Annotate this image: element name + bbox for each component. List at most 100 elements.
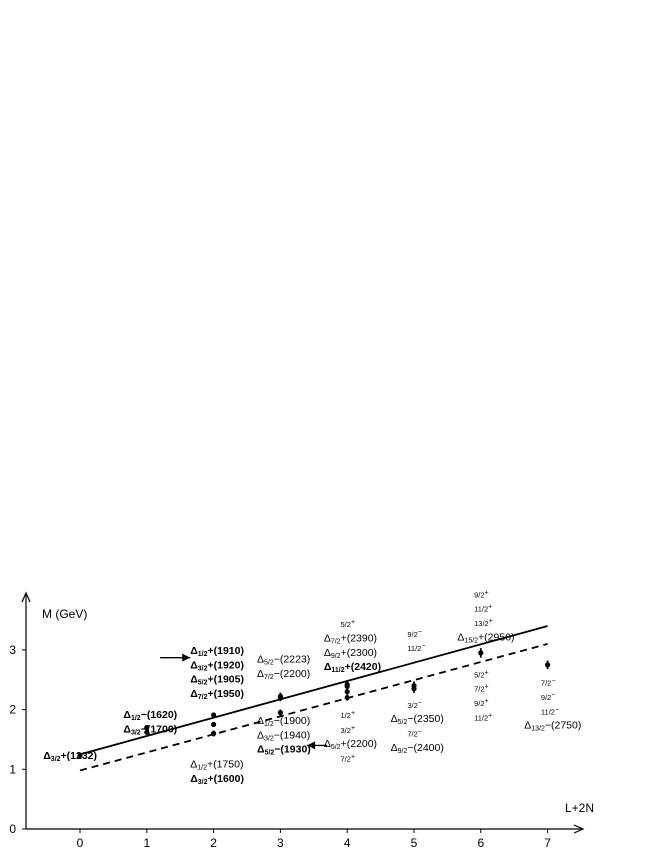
label-subscript: 9/2: [398, 748, 408, 755]
dashed-trend-line: [79, 643, 548, 772]
y-tick-label: 1: [9, 762, 16, 776]
label-text: +(2950): [478, 631, 514, 643]
state-label: 9/2+: [474, 698, 489, 708]
data-point: [277, 693, 283, 699]
label-text: +(2300): [341, 647, 377, 659]
label-subscript: 9/2: [331, 653, 341, 660]
label-text: −(1930): [274, 744, 310, 756]
delta-symbol: Δ: [457, 631, 464, 643]
label-text: −(1620): [141, 709, 177, 721]
x-axis-label: L+2N: [565, 801, 594, 815]
label-text: +(1750): [207, 759, 243, 771]
label-text: +(2200): [341, 738, 377, 750]
label-superscript: −: [551, 678, 555, 685]
spin-parity-value: 5/2: [341, 620, 351, 629]
state-label: Δ5/2+(1905): [190, 674, 244, 687]
label-text: −(1940): [274, 729, 310, 741]
data-point: [211, 730, 217, 737]
delta-symbol: Δ: [190, 773, 198, 785]
state-label: Δ1/2+(1910): [190, 645, 244, 658]
data-point: [344, 681, 350, 688]
label-text: +(1232): [61, 750, 97, 762]
state-label: 3/2+: [341, 725, 356, 735]
label-subscript: 3/2: [198, 666, 208, 673]
spin-parity-value: 7/2: [541, 679, 551, 688]
state-label: Δ3/2+(1600): [190, 773, 244, 786]
delta-symbol: Δ: [391, 742, 398, 754]
spin-parity-value: 11/2: [474, 605, 488, 614]
spin-parity-value: 7/2: [407, 729, 417, 738]
y-axis-label: M (GeV): [42, 607, 87, 621]
delta-symbol: Δ: [190, 688, 198, 700]
spin-parity-value: 11/2: [474, 713, 488, 722]
label-superscript: −: [421, 643, 425, 650]
delta-symbol: Δ: [123, 709, 131, 721]
label-subscript: 15/2: [464, 637, 478, 644]
delta-symbol: Δ: [524, 720, 531, 732]
delta-symbol: Δ: [324, 633, 331, 645]
arrow-head: [182, 653, 191, 662]
y-tick-label: 0: [9, 822, 16, 836]
label-text: −(2200): [274, 668, 310, 680]
data-point: [211, 712, 217, 718]
x-tick-label: 6: [477, 836, 484, 850]
state-label: 11/2−: [407, 643, 425, 653]
state-label: Δ1/2−(1900): [257, 715, 310, 728]
label-subscript: 7/2: [264, 674, 274, 681]
label-superscript: +: [351, 725, 355, 732]
delta-symbol: Δ: [190, 674, 198, 686]
solid-trend-line: [79, 625, 548, 756]
delta-symbol: Δ: [190, 645, 198, 657]
label-subscript: 1/2: [198, 651, 208, 658]
data-point: [77, 752, 83, 759]
label-superscript: −: [555, 707, 559, 714]
label-subscript: 3/2: [51, 756, 61, 763]
state-label: Δ3/2−(1940): [257, 729, 310, 742]
label-text: +(1905): [208, 674, 244, 686]
data-point: [478, 650, 484, 656]
label-text: −(1700): [141, 723, 177, 735]
state-label: 11/2−: [541, 707, 559, 717]
label-text: +(2420): [345, 661, 381, 673]
state-label: 5/2+: [474, 670, 489, 680]
label-subscript: 7/2: [198, 694, 208, 701]
label-subscript: 1/2: [131, 715, 141, 722]
label-superscript: +: [485, 670, 489, 677]
x-axis-arrowhead: [573, 824, 585, 834]
label-text: +(1920): [208, 659, 244, 671]
delta-symbol: Δ: [123, 723, 131, 735]
label-text: −(2350): [407, 713, 443, 725]
state-label: Δ5/2−(2350): [391, 713, 444, 726]
label-superscript: +: [485, 698, 489, 705]
delta-symbol: Δ: [190, 659, 198, 671]
delta-symbol: Δ: [324, 647, 331, 659]
state-label: Δ7/2−(2200): [257, 668, 310, 681]
state-label: 11/2+: [474, 713, 492, 723]
x-tick-label: 7: [544, 836, 551, 850]
label-superscript: +: [488, 713, 492, 720]
data-point: [411, 683, 417, 689]
state-label: Δ7/2+(1950): [190, 688, 244, 701]
spin-parity-value: 11/2: [407, 644, 421, 653]
label-superscript: −: [418, 729, 422, 736]
spin-parity-value: 7/2: [474, 685, 484, 694]
data-point: [277, 709, 283, 716]
label-superscript: +: [488, 604, 492, 611]
spin-parity-value: 9/2: [407, 630, 417, 639]
state-label: Δ11/2+(2420): [324, 661, 381, 674]
data-point: [144, 724, 150, 731]
delta-symbol: Δ: [257, 715, 264, 727]
spin-parity-value: 9/2: [474, 590, 484, 599]
label-superscript: +: [489, 618, 493, 625]
state-label: 9/2−: [541, 692, 556, 702]
state-label: Δ5/2−(1930): [257, 744, 311, 757]
label-subscript: 7/2: [331, 639, 341, 646]
state-label: Δ5/2+(2200): [324, 738, 377, 751]
state-label: Δ3/2+(1920): [190, 659, 244, 672]
x-tick-label: 5: [411, 836, 418, 850]
state-label: Δ1/2+(1750): [190, 759, 243, 772]
state-labels: Δ3/2+(1232)Δ1/2−(1620)Δ3/2−(1700)Δ1/2+(1…: [43, 590, 581, 786]
data-point: [144, 729, 150, 735]
y-tick-label: 2: [9, 703, 16, 717]
